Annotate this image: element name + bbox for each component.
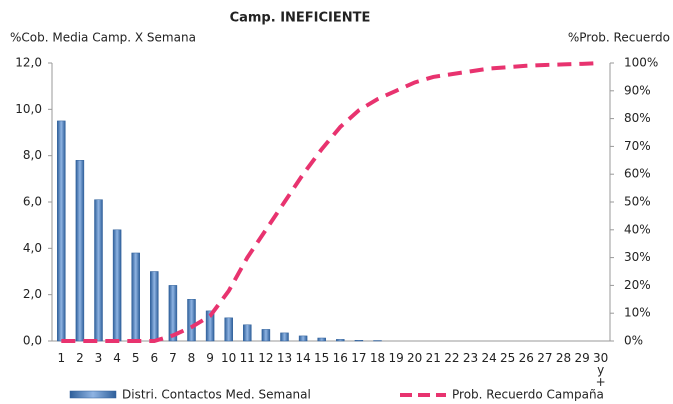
x-tick-label: 22 bbox=[444, 351, 460, 365]
x-tick-label: 4 bbox=[113, 351, 121, 365]
bar bbox=[224, 317, 233, 342]
y-tick-label: 0,0 bbox=[23, 334, 42, 348]
x-tick-label: 18 bbox=[369, 351, 386, 365]
x-tick-label: 29 bbox=[574, 351, 590, 365]
y-tick-label: 8,0 bbox=[23, 148, 42, 162]
x-tick-label: 14 bbox=[295, 351, 311, 365]
x-tick-label: 26 bbox=[518, 351, 534, 365]
x-tick-label: 5 bbox=[131, 351, 140, 365]
x-tick-label: 10 bbox=[221, 351, 237, 365]
x-tick-label: 25 bbox=[500, 351, 516, 365]
x-tick-label: 12 bbox=[258, 351, 274, 365]
y2-tick-label: 60% bbox=[624, 167, 651, 181]
bar bbox=[317, 337, 326, 342]
bar bbox=[243, 324, 252, 342]
x-tick-label: 24 bbox=[481, 351, 497, 365]
bar bbox=[354, 340, 364, 342]
bar bbox=[261, 329, 271, 342]
x-tick-label: 15 bbox=[314, 351, 330, 365]
y2-tick-label: 20% bbox=[624, 278, 651, 292]
x-tick-label: 17 bbox=[351, 351, 367, 365]
y2-axis-label: %Prob. Recuerdo bbox=[568, 31, 670, 45]
x-tick-label: 7 bbox=[169, 351, 177, 365]
y2-tick-label: 30% bbox=[624, 250, 651, 264]
x-tick-label: 19 bbox=[388, 351, 404, 365]
x-tick-label: 21 bbox=[425, 351, 441, 365]
bar bbox=[75, 160, 85, 342]
legend-swatch bbox=[69, 390, 117, 399]
y2-tick-label: 0% bbox=[624, 334, 643, 348]
chart-title: Camp. INEFICIENTE bbox=[230, 11, 371, 26]
y2-tick-label: 100% bbox=[624, 56, 658, 70]
bar bbox=[112, 229, 122, 342]
y-tick-label: 6,0 bbox=[23, 195, 42, 209]
x-tick-label: 6 bbox=[150, 351, 159, 365]
x-tick-label: 27 bbox=[537, 351, 553, 365]
bar bbox=[298, 335, 308, 342]
y-axis-label: %Cob. Media Camp. X Semana bbox=[10, 31, 196, 45]
y-tick-label: 10,0 bbox=[15, 102, 42, 116]
y-tick-label: 12,0 bbox=[15, 56, 42, 70]
x-tick-label: 13 bbox=[276, 351, 293, 365]
y2-tick-label: 90% bbox=[624, 83, 651, 97]
x-tick-label: 23 bbox=[462, 351, 479, 365]
bar bbox=[336, 339, 345, 342]
y2-tick-label: 50% bbox=[624, 195, 651, 209]
y-tick-label: 4,0 bbox=[23, 241, 42, 255]
x-tick-label: 8 bbox=[187, 351, 196, 365]
bar bbox=[187, 299, 196, 342]
y2-tick-label: 40% bbox=[624, 222, 651, 236]
line bbox=[61, 61, 601, 343]
x-tick-label: 11 bbox=[239, 351, 255, 365]
y-tick-label: 2,0 bbox=[23, 287, 42, 301]
bar bbox=[131, 252, 140, 342]
x-tick-label: 30 y + bbox=[593, 351, 609, 389]
y2-tick-label: 80% bbox=[624, 111, 651, 125]
bar bbox=[205, 310, 215, 342]
x-tick-label: 9 bbox=[206, 351, 214, 365]
legend-label: Prob. Recuerdo Campaña bbox=[452, 388, 604, 402]
bar bbox=[57, 120, 66, 342]
y2-tick-label: 70% bbox=[624, 139, 651, 153]
bar bbox=[94, 199, 103, 342]
x-tick-label: 16 bbox=[332, 351, 348, 365]
bar bbox=[280, 332, 289, 342]
bar bbox=[150, 271, 159, 342]
x-tick-label: 3 bbox=[94, 351, 103, 365]
x-tick-label: 1 bbox=[57, 351, 66, 365]
x-tick-label: 20 bbox=[407, 351, 423, 365]
bar bbox=[168, 285, 178, 342]
x-tick-label: 28 bbox=[555, 351, 572, 365]
y2-tick-label: 10% bbox=[624, 306, 651, 320]
legend-label: Distri. Contactos Med. Semanal bbox=[122, 388, 311, 402]
x-tick-label: 2 bbox=[76, 351, 84, 365]
